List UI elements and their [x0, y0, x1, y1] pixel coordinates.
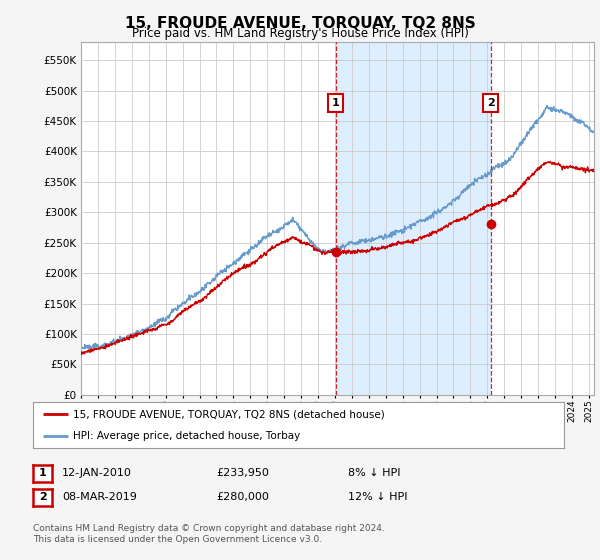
Text: 1: 1	[39, 468, 46, 478]
Text: 15, FROUDE AVENUE, TORQUAY, TQ2 8NS: 15, FROUDE AVENUE, TORQUAY, TQ2 8NS	[125, 16, 475, 31]
Text: 2: 2	[39, 492, 46, 502]
Text: Contains HM Land Registry data © Crown copyright and database right 2024.: Contains HM Land Registry data © Crown c…	[33, 524, 385, 533]
Text: £233,950: £233,950	[216, 468, 269, 478]
Text: HPI: Average price, detached house, Torbay: HPI: Average price, detached house, Torb…	[73, 431, 300, 441]
Text: 12-JAN-2010: 12-JAN-2010	[62, 468, 131, 478]
Text: £280,000: £280,000	[216, 492, 269, 502]
Bar	[335, 42, 491, 395]
Text: 08-MAR-2019: 08-MAR-2019	[62, 492, 137, 502]
Text: 12% ↓ HPI: 12% ↓ HPI	[348, 492, 407, 502]
Text: This data is licensed under the Open Government Licence v3.0.: This data is licensed under the Open Gov…	[33, 535, 322, 544]
Text: 15, FROUDE AVENUE, TORQUAY, TQ2 8NS (detached house): 15, FROUDE AVENUE, TORQUAY, TQ2 8NS (det…	[73, 409, 385, 419]
Text: 8% ↓ HPI: 8% ↓ HPI	[348, 468, 401, 478]
Text: 1: 1	[332, 98, 340, 108]
Text: 2: 2	[487, 98, 494, 108]
Text: Price paid vs. HM Land Registry's House Price Index (HPI): Price paid vs. HM Land Registry's House …	[131, 27, 469, 40]
